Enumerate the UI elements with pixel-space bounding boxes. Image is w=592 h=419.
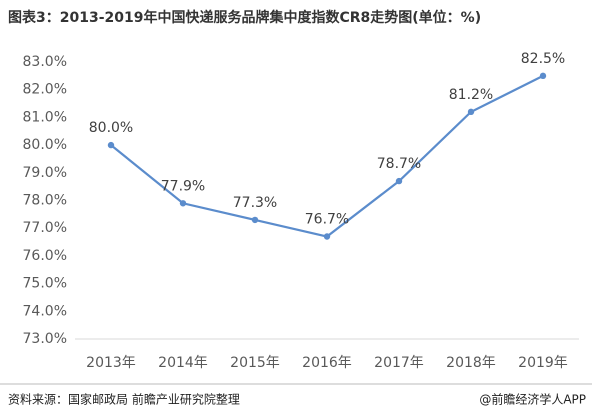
y-tick-label: 78.0% — [23, 193, 67, 209]
x-tick-label: 2019年 — [518, 355, 568, 371]
data-label: 78.7% — [377, 156, 421, 172]
y-tick-label: 79.0% — [23, 165, 67, 181]
y-tick-label: 77.0% — [23, 220, 67, 236]
point — [539, 72, 547, 80]
data-label: 76.7% — [305, 212, 349, 228]
data-label: 82.5% — [521, 51, 565, 67]
x-tick-label: 2014年 — [158, 355, 208, 371]
y-tick-label: 80.0% — [23, 137, 67, 153]
chart-title: 图表3：2013-2019年中国快递服务品牌集中度指数CR8走势图(单位：%) — [8, 9, 481, 26]
x-tick-label: 2013年 — [86, 355, 136, 371]
source: 资料来源：国家邮政局 前瞻产业研究院整理 — [8, 392, 240, 407]
y-tick-label: 75.0% — [23, 276, 67, 292]
y-tick-label: 74.0% — [23, 303, 67, 319]
y-tick-label: 81.0% — [23, 109, 67, 125]
x-tick-label: 2016年 — [302, 355, 352, 371]
brand: @前瞻经济学人APP — [479, 392, 586, 407]
x-tick-label: 2015年 — [230, 355, 280, 371]
data-label: 77.9% — [161, 178, 205, 194]
x-tick-label: 2017年 — [374, 355, 424, 371]
data-label: 81.2% — [449, 87, 493, 103]
point — [251, 216, 259, 224]
point — [395, 177, 403, 185]
x-tick-label: 2018年 — [446, 355, 496, 371]
point — [467, 108, 475, 116]
point — [179, 200, 187, 207]
point — [107, 141, 115, 149]
data-label: 77.3% — [233, 195, 277, 211]
y-tick-label: 76.0% — [23, 248, 67, 264]
point — [323, 233, 331, 240]
y-tick-label: 73.0% — [23, 331, 67, 347]
y-tick-label: 82.0% — [23, 82, 67, 98]
data-label: 80.0% — [89, 120, 133, 136]
y-tick-label: 83.0% — [23, 54, 67, 70]
